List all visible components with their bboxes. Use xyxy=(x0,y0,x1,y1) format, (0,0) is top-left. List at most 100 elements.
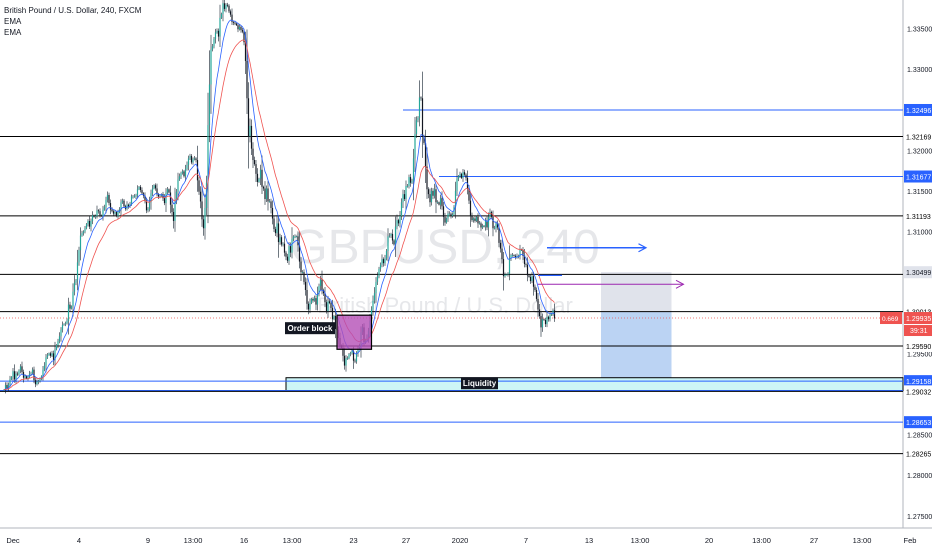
candle-body xyxy=(196,160,199,181)
candle-body xyxy=(4,385,7,390)
bar-countdown-label: 39:31 xyxy=(910,328,928,335)
candle-body xyxy=(231,14,233,22)
candle-body xyxy=(354,360,356,362)
candle-body xyxy=(108,194,110,204)
order-block-label-bg xyxy=(285,322,335,335)
candle-body xyxy=(321,279,323,290)
candle-body xyxy=(273,218,275,230)
level-price-label-bg xyxy=(904,385,932,398)
level-price-label: 1.32169 xyxy=(906,135,931,142)
candle-body xyxy=(259,169,262,179)
candle-body xyxy=(249,125,251,137)
candle-body xyxy=(547,316,550,320)
candle-body xyxy=(303,272,305,282)
candle-body xyxy=(243,31,245,43)
arrow-head-icon xyxy=(675,279,685,289)
level-price-label: 1.31677 xyxy=(906,175,931,182)
candle-body xyxy=(378,268,380,277)
candle-body xyxy=(184,168,187,177)
candle-body xyxy=(331,307,334,320)
candle-body xyxy=(499,242,502,249)
candle-body xyxy=(214,32,217,39)
candle-body xyxy=(451,214,454,217)
candle-body xyxy=(225,4,227,9)
candle-body xyxy=(298,245,301,262)
y-tick-label: 1.33500 xyxy=(907,26,932,33)
candle-body xyxy=(430,190,433,203)
candle-body xyxy=(433,189,436,196)
candle-body xyxy=(522,250,524,256)
candle-body xyxy=(223,3,226,9)
liquidity-label: Liquidity xyxy=(463,379,497,388)
candle-body xyxy=(445,218,448,223)
candle-body xyxy=(264,188,266,200)
candle-body xyxy=(208,84,211,126)
candle-body xyxy=(213,38,215,47)
level-price-label-bg xyxy=(904,447,932,460)
candle-body xyxy=(373,293,376,301)
y-tick-label: 1.33000 xyxy=(907,67,932,74)
candle-body xyxy=(399,216,401,224)
candle-body xyxy=(438,202,440,205)
candle-body xyxy=(532,276,535,287)
candle-body xyxy=(486,220,488,228)
candle-body xyxy=(144,195,146,201)
level-price-label: 1.29158 xyxy=(906,379,931,386)
candle-body xyxy=(379,264,382,269)
candle-body xyxy=(190,155,193,163)
candle-body xyxy=(189,155,191,159)
level-price-label: 1.29032 xyxy=(906,389,931,396)
price-label-bg xyxy=(904,325,932,337)
candle-body xyxy=(289,246,292,253)
candle-body xyxy=(211,46,214,50)
ema-fast-label[interactable]: EMA xyxy=(4,17,22,26)
candle-body xyxy=(174,201,176,221)
candle-body xyxy=(85,224,88,229)
candle-body xyxy=(388,235,391,237)
order-block-box xyxy=(336,314,373,350)
candle-body xyxy=(210,49,212,85)
candle-body xyxy=(327,301,329,312)
symbol-title[interactable]: British Pound / U.S. Dollar, 240, FXCM xyxy=(4,6,142,15)
level-price-label-bg xyxy=(904,130,932,143)
x-tick-label: 13:00 xyxy=(752,536,771,545)
candle-body xyxy=(82,231,85,234)
candle-body xyxy=(403,194,406,200)
candle-body xyxy=(450,213,452,217)
candle-body xyxy=(343,355,346,366)
candle-body xyxy=(256,173,259,182)
level-price-label-bg xyxy=(904,340,932,353)
candle-body xyxy=(279,237,281,243)
candle-body xyxy=(400,202,403,217)
candle-body xyxy=(310,298,313,303)
candle-body xyxy=(18,370,20,375)
candle-body xyxy=(201,201,203,220)
candle-body xyxy=(79,235,82,251)
candle-body xyxy=(529,276,532,282)
candle-body xyxy=(180,173,182,177)
candle-body xyxy=(10,376,13,380)
candle-body xyxy=(312,298,314,301)
candle-body xyxy=(391,233,394,241)
candle-body xyxy=(75,280,77,283)
level-price-label: 1.29590 xyxy=(906,344,931,351)
candle-body xyxy=(253,160,256,165)
candle-body xyxy=(21,366,23,373)
candle-body xyxy=(268,201,271,203)
candle-body xyxy=(294,236,296,238)
candle-body xyxy=(66,320,68,324)
candle-body xyxy=(534,286,536,290)
candle-body xyxy=(357,348,359,354)
candle-body xyxy=(172,212,175,221)
candle-body xyxy=(30,372,32,374)
ema-slow-label[interactable]: EMA xyxy=(4,28,22,37)
x-tick-label: 13 xyxy=(585,536,593,545)
candle-body xyxy=(6,385,8,389)
candle-body xyxy=(292,236,295,239)
candle-body xyxy=(37,380,40,382)
x-tick-label: 20 xyxy=(705,536,713,545)
candle-body xyxy=(550,313,553,316)
candle-body xyxy=(318,285,320,295)
